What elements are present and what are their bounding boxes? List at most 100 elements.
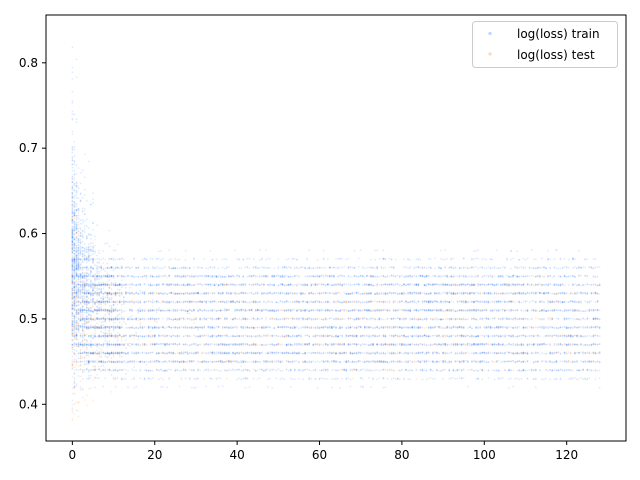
test-point [269, 292, 271, 294]
test-point [368, 351, 370, 354]
test-point [392, 310, 395, 312]
train-point [190, 386, 193, 389]
test-point [71, 407, 74, 410]
test-point [199, 326, 202, 329]
test-point [125, 368, 127, 371]
test-point [118, 313, 121, 315]
test-point [92, 301, 94, 304]
train-point [85, 339, 88, 341]
train-point [394, 300, 397, 303]
train-point [108, 320, 111, 323]
test-point [73, 257, 76, 260]
train-point [504, 317, 506, 320]
test-point [487, 318, 490, 321]
train-point [483, 257, 486, 260]
test-point [87, 360, 90, 363]
train-point [71, 101, 74, 104]
test-point [75, 267, 78, 270]
test-point [378, 360, 381, 362]
test-point [85, 333, 88, 336]
train-point [275, 377, 278, 380]
test-point [112, 352, 115, 355]
train-point [479, 317, 482, 320]
test-point [277, 368, 280, 371]
test-point [238, 317, 241, 320]
test-point [440, 360, 442, 362]
train-point [291, 378, 294, 381]
test-point [75, 293, 78, 295]
test-point [596, 309, 599, 312]
test-point [143, 343, 146, 346]
test-point [411, 351, 414, 354]
test-point [314, 334, 317, 337]
train-point [532, 361, 535, 364]
test-point [252, 343, 255, 346]
test-point [454, 292, 457, 295]
test-point [452, 309, 455, 311]
train-point [81, 207, 84, 210]
test-point [102, 318, 105, 320]
test-point [403, 360, 405, 363]
series-test-points [71, 146, 601, 422]
test-point [273, 317, 276, 320]
test-point [578, 309, 580, 312]
test-point [481, 369, 484, 372]
test-point [81, 329, 84, 332]
test-point [450, 292, 453, 294]
test-point [526, 274, 529, 277]
test-point [417, 318, 420, 321]
train-point [219, 343, 222, 345]
test-point [285, 317, 288, 320]
test-point [77, 410, 80, 412]
test-point [553, 351, 556, 354]
test-point [85, 341, 88, 344]
test-point [401, 343, 403, 345]
train-point [193, 327, 195, 329]
test-point [201, 352, 204, 355]
test-point [71, 301, 74, 303]
train-point [411, 283, 414, 286]
test-point [83, 334, 86, 336]
train-point [516, 369, 519, 372]
test-point [258, 343, 261, 346]
test-point [96, 317, 98, 320]
train-point [160, 334, 162, 337]
test-point [79, 355, 82, 357]
test-point [71, 392, 74, 395]
train-point [193, 369, 195, 372]
test-point [81, 343, 84, 346]
train-point [291, 317, 294, 320]
test-point [446, 292, 449, 294]
test-point [116, 335, 119, 338]
train-point [77, 292, 80, 295]
train-point [423, 352, 426, 355]
test-point [98, 361, 100, 364]
test-point [92, 317, 94, 320]
train-point [413, 274, 416, 277]
train-point [578, 343, 580, 346]
test-point [396, 369, 399, 372]
test-point [324, 335, 327, 338]
train-point [582, 291, 585, 294]
test-point [81, 352, 84, 355]
train-point [434, 361, 436, 363]
train-point [545, 368, 547, 371]
test-point [372, 309, 374, 312]
test-point [225, 308, 228, 311]
test-point [71, 333, 74, 336]
test-point [318, 344, 321, 346]
train-point [273, 318, 276, 321]
test-point [98, 273, 100, 275]
test-point [308, 334, 311, 337]
test-point [409, 334, 411, 337]
train-point [530, 318, 533, 320]
train-point [483, 267, 486, 270]
test-point [452, 292, 455, 295]
test-point [217, 300, 220, 303]
test-point [530, 317, 533, 320]
test-point [217, 318, 220, 321]
train-point [497, 360, 500, 362]
test-point [388, 309, 391, 312]
test-point [131, 318, 134, 320]
